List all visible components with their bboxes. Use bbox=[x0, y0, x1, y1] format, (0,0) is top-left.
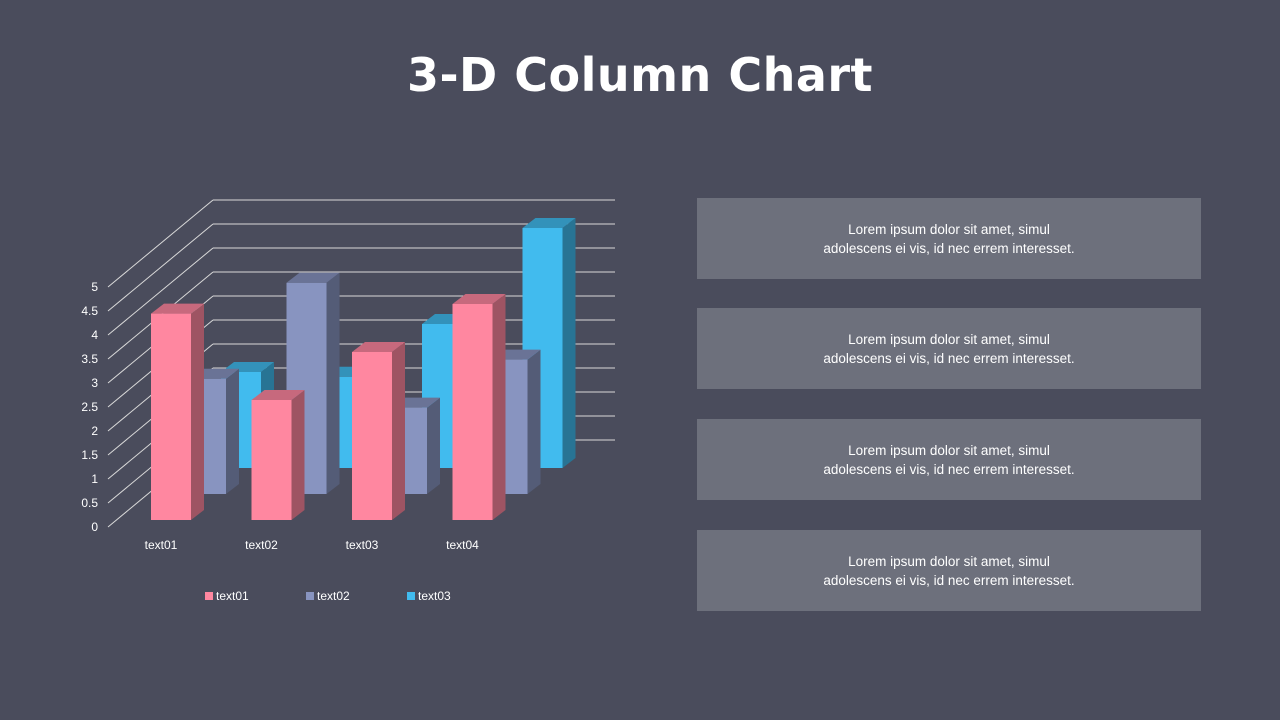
legend-item-text02: text02 bbox=[306, 589, 350, 603]
gridline-side bbox=[107, 223, 214, 312]
text-box-1-line2: adolescens ei vis, id nec errem interess… bbox=[823, 240, 1075, 256]
chart-labels: 0 0.5 1 1.5 2 2.5 3 3.5 4 4.5 5 text01 text02 text03 t… bbox=[81, 280, 479, 552]
text-box-2-line1: Lorem ipsum dolor sit amet, simul bbox=[848, 331, 1050, 347]
legend-item-text03: text03 bbox=[407, 589, 451, 603]
text-box-4-line1: Lorem ipsum dolor sit amet, simul bbox=[848, 553, 1050, 569]
svg-text:text02: text02 bbox=[317, 589, 350, 603]
svg-text:text01: text01 bbox=[216, 589, 249, 603]
bar-text01-text04 bbox=[452, 294, 506, 520]
y-tick-label: 3 bbox=[91, 376, 98, 390]
x-tick-label: text02 bbox=[245, 538, 278, 552]
text-box-2: Lorem ipsum dolor sit amet, simul adoles… bbox=[697, 308, 1201, 389]
y-tick-label: 4 bbox=[91, 328, 98, 342]
y-tick-label: 2 bbox=[91, 424, 98, 438]
y-tick-label: 0 bbox=[91, 520, 98, 534]
y-tick-label: 3.5 bbox=[81, 352, 98, 366]
text-box-1-line1: Lorem ipsum dolor sit amet, simul bbox=[848, 221, 1050, 237]
text-box-2-line2: adolescens ei vis, id nec errem interess… bbox=[823, 350, 1075, 366]
x-tick-label: text01 bbox=[145, 538, 178, 552]
chart-legend: text01 text02 text03 bbox=[205, 589, 451, 603]
bar-text01-text02 bbox=[251, 390, 305, 520]
text-box-3: Lorem ipsum dolor sit amet, simul adoles… bbox=[697, 419, 1201, 500]
y-tick-label: 2.5 bbox=[81, 400, 98, 414]
x-tick-label: text03 bbox=[346, 538, 379, 552]
text-box-4-line2: adolescens ei vis, id nec errem interess… bbox=[823, 572, 1075, 588]
y-tick-label: 4.5 bbox=[81, 304, 98, 318]
bar-text01-text01 bbox=[151, 303, 204, 520]
gridline-side bbox=[107, 247, 214, 336]
y-tick-label: 1 bbox=[91, 472, 98, 486]
legend-item-text01: text01 bbox=[205, 589, 249, 603]
page-title: 3-D Column Chart bbox=[406, 48, 874, 102]
svg-text:text03: text03 bbox=[418, 589, 451, 603]
gridline-side bbox=[107, 199, 214, 288]
y-tick-label: 1.5 bbox=[81, 448, 98, 462]
text-box-1: Lorem ipsum dolor sit amet, simul adoles… bbox=[697, 198, 1201, 279]
y-tick-label: 5 bbox=[91, 280, 98, 294]
y-tick-label: 0.5 bbox=[81, 496, 98, 510]
x-tick-label: text04 bbox=[446, 538, 479, 552]
text-box-4: Lorem ipsum dolor sit amet, simul adoles… bbox=[697, 530, 1201, 611]
bar-text01-text03 bbox=[352, 342, 405, 520]
text-box-3-line1: Lorem ipsum dolor sit amet, simul bbox=[848, 442, 1050, 458]
chart-bars bbox=[151, 218, 576, 520]
text-box-3-line2: adolescens ei vis, id nec errem interess… bbox=[823, 461, 1075, 477]
